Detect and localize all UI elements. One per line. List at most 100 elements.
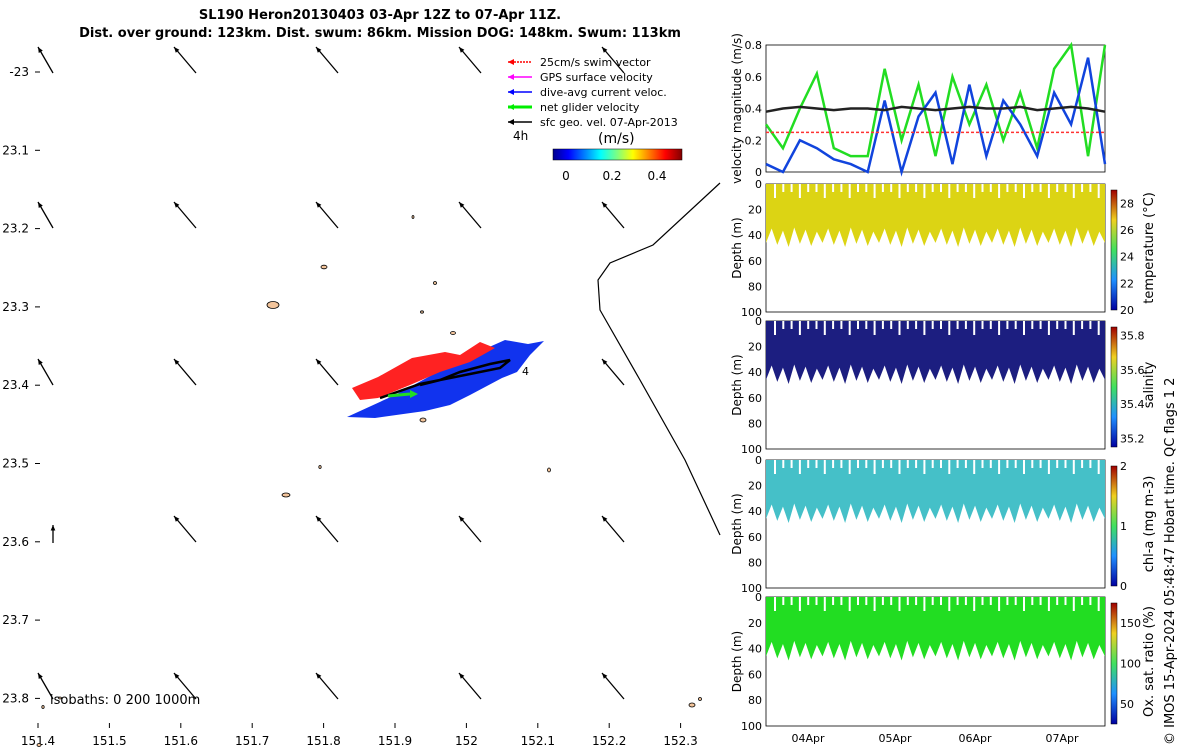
profile-surface-gap [989,597,992,605]
sfc-geo-velocity-arrow [601,201,625,229]
profile-surface-gap [1097,184,1100,198]
profile-surface-gap [857,597,859,605]
profile-surface-gap [790,597,793,605]
profile-surface-gap [1064,597,1067,605]
profile-colorbar-tick-label: 24 [1120,251,1134,264]
profile-surface-gap [973,460,976,474]
profile-surface-gap [832,460,835,468]
swim-vectors [352,342,495,400]
profile-colorbar-tick-label: 50 [1120,698,1134,711]
profile-surface-gap [815,597,818,605]
profile-surface-gap [948,184,951,198]
profile-surface-gap [923,184,926,198]
profile-y-tick-label: 80 [748,280,762,293]
profile-surface-gap [798,321,801,335]
profile-surface-gap [832,321,835,329]
sfc-geo-velocity-arrowhead [459,47,465,53]
profile-surface-gap [1097,321,1100,335]
time-x-tick-label: 07Apr [1045,732,1079,745]
track-end-label: 4 [522,365,529,378]
profile-surface-gap [956,597,959,605]
map-x-tick-label: 152.3 [663,734,697,748]
colorbar-tick-label: 0.4 [647,169,666,183]
profile-colorbar-label: chl-a (mg m-3) [1142,476,1157,573]
profile-surface-gap [998,460,1001,474]
profile-surface-gap [1039,321,1042,329]
profile-y-tick-label: 60 [748,668,762,681]
sfc-geo-velocity-arrow [173,515,197,543]
sfc-geo-velocity-arrow [173,672,197,700]
profile-surface-gap [964,597,967,605]
sfc-geo-velocity-arrowhead [316,202,322,208]
profile-surface-gap [1064,321,1067,329]
sfc-geo-velocity-arrow [37,201,54,229]
profile-surface-gap [790,460,793,468]
velocity-series-line [764,41,1107,158]
profile-surface-gap [815,184,818,192]
profile-y-tick-label: 100 [741,720,762,733]
profile-surface-gap [1006,321,1009,329]
profile-colorbar [1110,465,1118,587]
profile-surface-gap [890,321,893,329]
profile-surface-gap [964,321,967,329]
profile-surface-gap [964,460,967,468]
profile-surface-gap [906,460,909,468]
profile-data-fill [766,597,1105,661]
sfc-geo-velocity-arrowhead [38,47,43,53]
profile-surface-gap [774,184,776,198]
profile-surface-gap [915,321,918,329]
profile-surface-gap [948,597,951,611]
profile-surface-gap [1039,184,1042,192]
profile-surface-gap [848,184,851,198]
profile-colorbar-tick-label: 35.4 [1120,398,1145,411]
sfc-geo-velocity-arrowhead [174,47,180,53]
profile-surface-gap [981,184,984,192]
profile-surface-gap [1072,460,1075,474]
profile-surface-gap [956,321,959,329]
sfc-geo-velocity-arrow [458,46,482,74]
time-x-tick-label: 06Apr [958,732,992,745]
profile-surface-gap [782,597,785,605]
profile-surface-gap [923,597,926,611]
profile-y-tick-label: 0 [755,591,762,604]
profile-surface-gap [1089,184,1092,192]
colorbar-tick-label: 0 [562,169,570,183]
profile-surface-gap [981,321,984,329]
profile-surface-gap [823,184,826,198]
profile-surface-gap [881,460,884,468]
sfc-geo-velocity-arrowhead [602,47,608,53]
profile-surface-gap [1089,460,1092,468]
profile-surface-gap [1056,321,1059,329]
profile-surface-gap [890,597,893,605]
profile-surface-gap [973,597,976,611]
legend-swatch-head [508,119,514,125]
profile-surface-gap [774,460,776,474]
profile-colorbar-tick-label: 20 [1120,304,1134,317]
profile-surface-gap [807,184,810,192]
velocity-y-tick-label: 0.6 [745,71,763,84]
profile-surface-gap [798,597,801,611]
profile-surface-gap [981,460,984,468]
sfc-geo-velocity-arrowhead [602,202,608,208]
profile-surface-gap [1006,460,1009,468]
profile-y-tick-label: 40 [748,229,762,242]
velocity-y-tick-label: 0.4 [745,103,763,116]
profile-surface-gap [948,460,951,474]
profile-surface-gap [890,460,893,468]
profile-surface-gap [832,597,835,605]
qc-credit-text: © IMOS 15-Apr-2024 05:48:47 Hobart time.… [1163,377,1178,745]
profile-surface-gap [915,460,918,468]
sfc-geo-velocity-arrow [601,672,625,700]
sfc-geo-velocity-arrowhead [174,202,180,208]
map-x-tick-label: 151.7 [235,734,269,748]
net-glider-velocity-arrow [387,392,411,398]
profile-surface-gap [848,321,851,335]
profile-surface-gap [832,184,835,192]
profile-surface-gap [1089,597,1092,605]
sfc-geo-velocity-arrowhead [316,516,322,522]
profile-panel: 0 20 40 60 80 100 Depth (m) 20 22 24 26 28 temperatu… [730,178,1157,319]
profile-surface-gap [798,184,801,198]
sfc-geo-velocity-arrow [315,46,339,74]
net-glider-arrowhead [410,390,418,398]
